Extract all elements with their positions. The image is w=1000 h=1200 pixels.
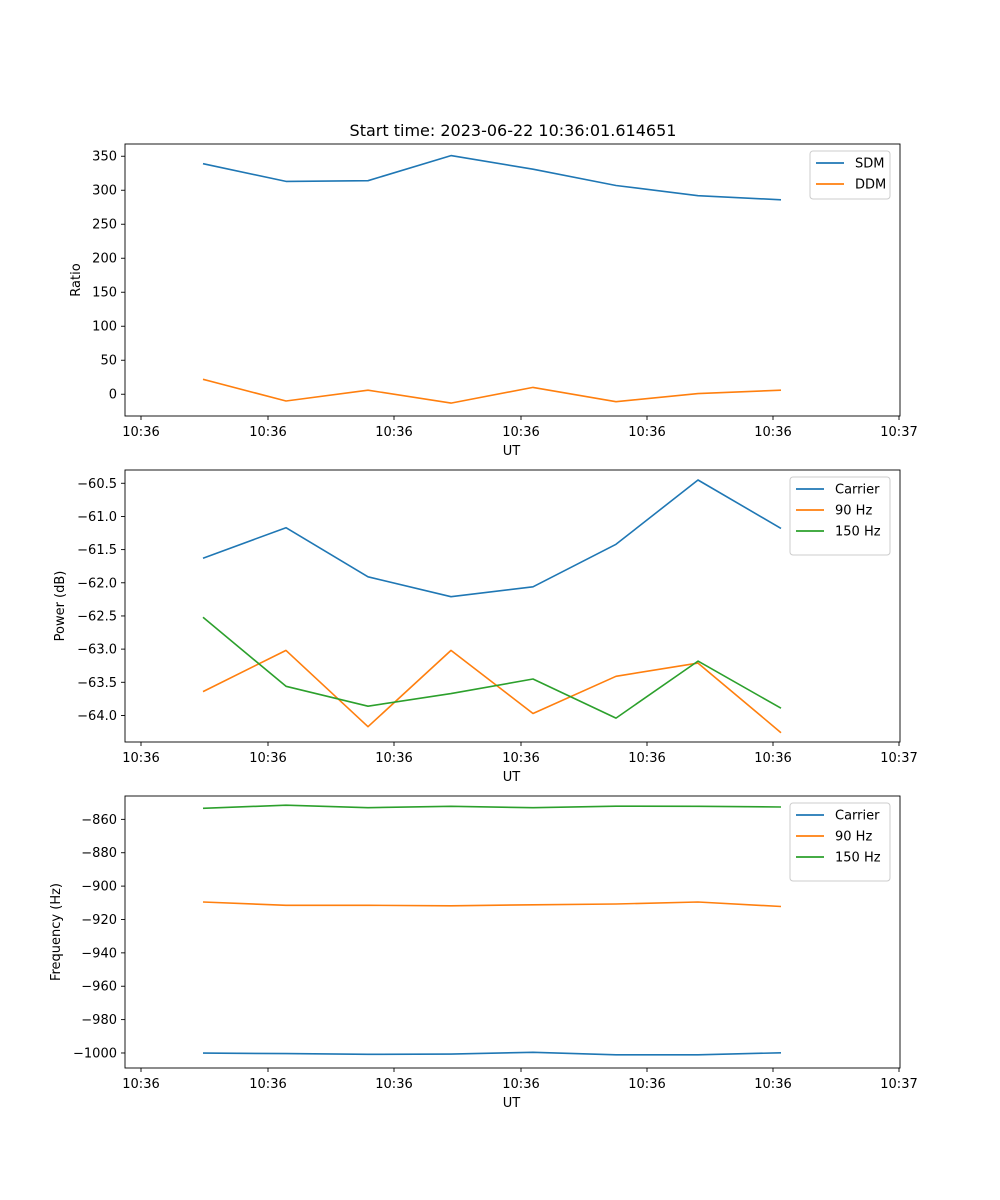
x-tick-label: 10:37 (880, 1077, 917, 1092)
series-line-sdm (202, 154, 782, 201)
axes-frame (124, 469, 901, 743)
series-line-carrier (202, 479, 782, 598)
y-tick-label: 300 (92, 184, 117, 199)
x-tick-label: 10:37 (880, 751, 917, 766)
series-line-90-hz (202, 901, 782, 908)
x-tick-label: 10:36 (375, 1077, 412, 1092)
x-tick-label: 10:36 (249, 425, 286, 440)
y-tick-label: 350 (92, 150, 117, 165)
legend-label: 90 Hz (835, 504, 872, 519)
subplot-1: 10:36 10:36 10:36 10:36 10:36 10:36 10:37 0 50 10… (69, 143, 918, 459)
x-tick-label: 10:36 (122, 751, 159, 766)
subplot-2: 10:36 10:36 10:36 10:36 10:36 10:36 10:37 −64.0… (53, 469, 918, 785)
x-tick-label: 10:36 (375, 425, 412, 440)
y-tick-label: −880 (81, 846, 117, 861)
legend-box (789, 802, 891, 882)
y-tick-label: −64.0 (77, 709, 117, 724)
y-tick-label: −62.0 (77, 576, 117, 591)
y-axis-label: Ratio (69, 263, 84, 296)
y-tick-label: 100 (92, 320, 117, 335)
x-tick-label: 10:36 (122, 425, 159, 440)
x-tick-label: 10:36 (628, 1077, 665, 1092)
x-axis-label: UT (503, 1096, 521, 1111)
series-line-90-hz (202, 649, 782, 734)
y-tick-label: −960 (81, 980, 117, 995)
y-tick-label: 200 (92, 252, 117, 267)
x-tick-label: 10:36 (628, 751, 665, 766)
axes-frame (124, 795, 901, 1069)
y-tick-label: −860 (81, 813, 117, 828)
legend-label: Carrier (835, 483, 880, 498)
y-tick-label: −940 (81, 946, 117, 961)
x-tick-label: 10:36 (122, 1077, 159, 1092)
subplots: 10:36 10:36 10:36 10:36 10:36 10:36 10:37 0 50 10… (49, 143, 918, 1111)
x-tick-label: 10:36 (754, 1077, 791, 1092)
x-tick-label: 10:36 (754, 425, 791, 440)
x-axis-label: UT (503, 444, 521, 459)
y-tick-label: −60.5 (77, 477, 117, 492)
series-line-150-hz (202, 804, 782, 810)
x-tick-label: 10:36 (249, 751, 286, 766)
x-tick-label: 10:37 (880, 425, 917, 440)
y-tick-label: −63.5 (77, 676, 117, 691)
x-tick-label: 10:36 (375, 751, 412, 766)
y-tick-label: −62.5 (77, 609, 117, 624)
y-tick-label: −920 (81, 913, 117, 928)
legend-label: 150 Hz (835, 525, 881, 540)
x-tick-label: 10:36 (502, 425, 539, 440)
y-tick-label: −900 (81, 880, 117, 895)
y-tick-label: 50 (100, 354, 117, 369)
x-tick-label: 10:36 (249, 1077, 286, 1092)
legend-label: Carrier (835, 809, 880, 824)
series-line-ddm (202, 378, 782, 404)
y-tick-label: −61.5 (77, 543, 117, 558)
x-tick-label: 10:36 (754, 751, 791, 766)
legend-label: 150 Hz (835, 851, 881, 866)
figure-title: Start time: 2023-06-22 10:36:01.614651 (350, 121, 677, 140)
legend-label: SDM (855, 157, 884, 172)
y-tick-label: −61.0 (77, 510, 117, 525)
legend: Carrier 90 Hz 150 Hz (789, 476, 891, 556)
y-tick-label: −980 (81, 1013, 117, 1028)
y-axis-label: Frequency (Hz) (49, 883, 64, 981)
legend-label: DDM (855, 178, 886, 193)
legend: SDM DDM (809, 150, 891, 200)
y-tick-label: −63.0 (77, 643, 117, 658)
legend-label: 90 Hz (835, 830, 872, 845)
series-line-150-hz (202, 616, 782, 719)
legend-box (789, 476, 891, 556)
x-axis-label: UT (503, 770, 521, 785)
x-tick-label: 10:36 (628, 425, 665, 440)
axes-frame (124, 143, 901, 417)
y-axis-label: Power (dB) (53, 571, 68, 642)
subplot-3: 10:36 10:36 10:36 10:36 10:36 10:36 10:37 −1000… (49, 795, 918, 1111)
y-tick-label: 250 (92, 218, 117, 233)
series-line-carrier (202, 1051, 782, 1056)
y-tick-label: 0 (109, 388, 117, 403)
y-tick-label: 150 (92, 286, 117, 301)
y-tick-label: −1000 (73, 1046, 117, 1061)
legend: Carrier 90 Hz 150 Hz (789, 802, 891, 882)
x-tick-label: 10:36 (502, 751, 539, 766)
x-tick-label: 10:36 (502, 1077, 539, 1092)
